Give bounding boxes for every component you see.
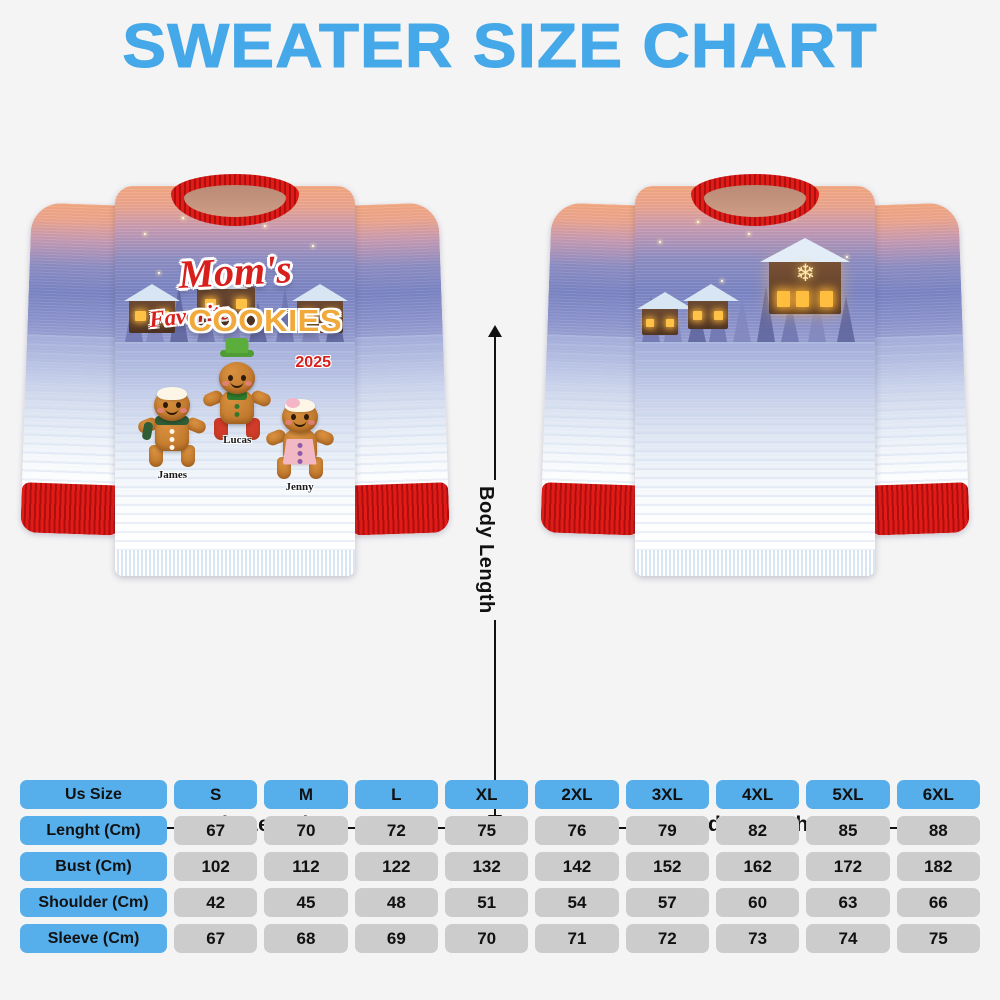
table-header-2xl: 2XL	[535, 780, 619, 809]
table-row: Lenght (Cm) 67 70 72 75 76 79 82 85 88	[20, 816, 980, 845]
gingerbread-james: James	[136, 386, 209, 481]
cell-0-7: 85	[806, 816, 890, 845]
cell-2-8: 66	[896, 888, 980, 917]
cell-0-4: 76	[535, 816, 619, 845]
hair-bow-icon	[285, 397, 300, 408]
table-header-xl: XL	[444, 780, 529, 809]
table-row: Sleeve (Cm) 67 68 69 70 71 72 73 74 75	[20, 924, 980, 953]
cabin-left-front	[124, 284, 181, 334]
cell-2-1: 45	[264, 888, 348, 917]
table-row: Shoulder (Cm) 42 45 48 51 54 57 60 63 66	[20, 888, 980, 917]
cell-1-1: 112	[264, 852, 348, 881]
cell-2-5: 57	[625, 888, 709, 917]
cell-3-3: 70	[444, 924, 529, 953]
body-length-vertical-label: Body Length	[474, 480, 497, 620]
sweater-illustrations: Mom's Favorite COOKIES 2025	[0, 150, 1000, 837]
tophat-icon	[220, 349, 255, 357]
cell-3-8: 75	[896, 924, 980, 953]
cell-3-1: 68	[264, 924, 348, 953]
cell-3-5: 72	[625, 924, 709, 953]
cell-0-8: 88	[896, 816, 980, 845]
cuff-left-back	[540, 482, 642, 536]
collar-front	[171, 174, 299, 226]
hem-front	[115, 550, 355, 576]
torso-front: Mom's Favorite COOKIES 2025	[115, 186, 355, 576]
gingerbread-jenny: Jenny	[263, 397, 336, 493]
cell-1-4: 142	[535, 852, 619, 881]
cabin-right-front	[292, 284, 348, 334]
row-label-3: Sleeve (Cm)	[20, 924, 167, 953]
cell-1-0: 102	[174, 852, 258, 881]
row-label-0: Lenght (Cm)	[20, 816, 167, 845]
cell-3-0: 67	[174, 924, 258, 953]
cell-0-5: 79	[625, 816, 709, 845]
table-header-label: Us Size	[20, 780, 167, 809]
hem-back	[635, 550, 875, 576]
row-label-2: Shoulder (Cm)	[20, 888, 167, 917]
design-text-cookies: COOKIES	[188, 303, 342, 338]
cabin-mid-left-back	[682, 284, 739, 330]
table-header-3xl: 3XL	[625, 780, 709, 809]
design-text-year: 2025	[295, 353, 331, 371]
table-header-s: S	[174, 780, 258, 809]
character-name-james: James	[157, 468, 188, 481]
cabin-center-front	[191, 272, 255, 328]
cell-2-3: 51	[444, 888, 529, 917]
cell-2-4: 54	[535, 888, 619, 917]
cell-3-6: 73	[715, 924, 800, 953]
cell-1-8: 182	[896, 852, 980, 881]
cuff-right-front	[348, 482, 450, 536]
table-row: Bust (Cm) 102 112 122 132 142 152 162 172 182	[20, 852, 980, 881]
snow-ground-back	[635, 342, 875, 576]
cuff-right-back	[868, 482, 970, 536]
table-header-row: Us Size S M L XL 2XL 3XL 4XL 5XL 6XL	[20, 780, 980, 809]
gingerbread-lucas: Lucas	[201, 349, 273, 446]
torso-back: ❄	[635, 186, 875, 576]
design-text-moms: Mom's	[177, 246, 293, 298]
cell-0-0: 67	[174, 816, 258, 845]
cuff-left-front	[20, 482, 122, 536]
cell-1-6: 162	[715, 852, 800, 881]
table-header-l: L	[354, 780, 438, 809]
table-header-6xl: 6XL	[896, 780, 980, 809]
cell-2-2: 48	[354, 888, 438, 917]
size-table: Us Size S M L XL 2XL 3XL 4XL 5XL 6XL Lenght (Cm) 67…	[20, 780, 980, 960]
page-title: SWEATER SIZE CHART	[122, 12, 878, 81]
cabin-main-back: ❄	[760, 238, 851, 315]
cell-1-3: 132	[444, 852, 529, 881]
cabin-far-left-back	[637, 291, 694, 335]
table-header-m: M	[264, 780, 348, 809]
front-design-art: Mom's Favorite COOKIES 2025	[115, 186, 355, 576]
cell-3-7: 74	[806, 924, 890, 953]
row-label-1: Bust (Cm)	[20, 852, 167, 881]
cell-1-7: 172	[806, 852, 890, 881]
sweater-back-view: ❄	[540, 170, 970, 590]
cell-0-3: 75	[444, 816, 529, 845]
cell-2-6: 60	[715, 888, 800, 917]
table-header-5xl: 5XL	[806, 780, 890, 809]
collar-back	[691, 174, 819, 226]
character-name-jenny: Jenny	[285, 480, 314, 493]
sweater-front-view: Mom's Favorite COOKIES 2025	[20, 170, 450, 590]
snowflake-icon: ❄	[795, 260, 816, 288]
cell-3-4: 71	[535, 924, 619, 953]
character-name-lucas: Lucas	[223, 433, 252, 446]
cell-0-6: 82	[715, 816, 800, 845]
cell-2-7: 63	[806, 888, 890, 917]
cell-1-5: 152	[625, 852, 709, 881]
cell-1-2: 122	[354, 852, 438, 881]
cell-0-2: 72	[354, 816, 438, 845]
table-header-4xl: 4XL	[715, 780, 800, 809]
cell-3-2: 69	[354, 924, 438, 953]
cell-0-1: 70	[264, 816, 348, 845]
cell-2-0: 42	[174, 888, 258, 917]
